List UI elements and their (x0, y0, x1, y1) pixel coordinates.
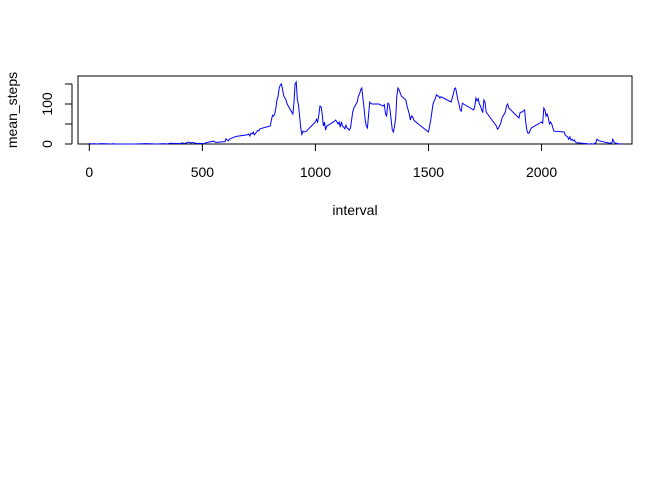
x-tick-label: 1000 (300, 164, 331, 180)
x-axis-label: interval (332, 202, 377, 218)
y-tick-label: 100 (39, 92, 55, 116)
x-tick-label: 500 (191, 164, 215, 180)
x-tick-label: 2000 (526, 164, 557, 180)
x-axis: 0 500 1000 1500 2000 (85, 143, 557, 180)
x-tick-label: 1500 (413, 164, 444, 180)
y-axis: 0 100 (39, 83, 73, 148)
x-tick-label: 0 (85, 164, 93, 180)
series-line (89, 80, 622, 145)
plot-box (77, 75, 633, 145)
y-axis-label: mean_steps (4, 72, 20, 148)
y-tick-label: 0 (39, 140, 55, 148)
